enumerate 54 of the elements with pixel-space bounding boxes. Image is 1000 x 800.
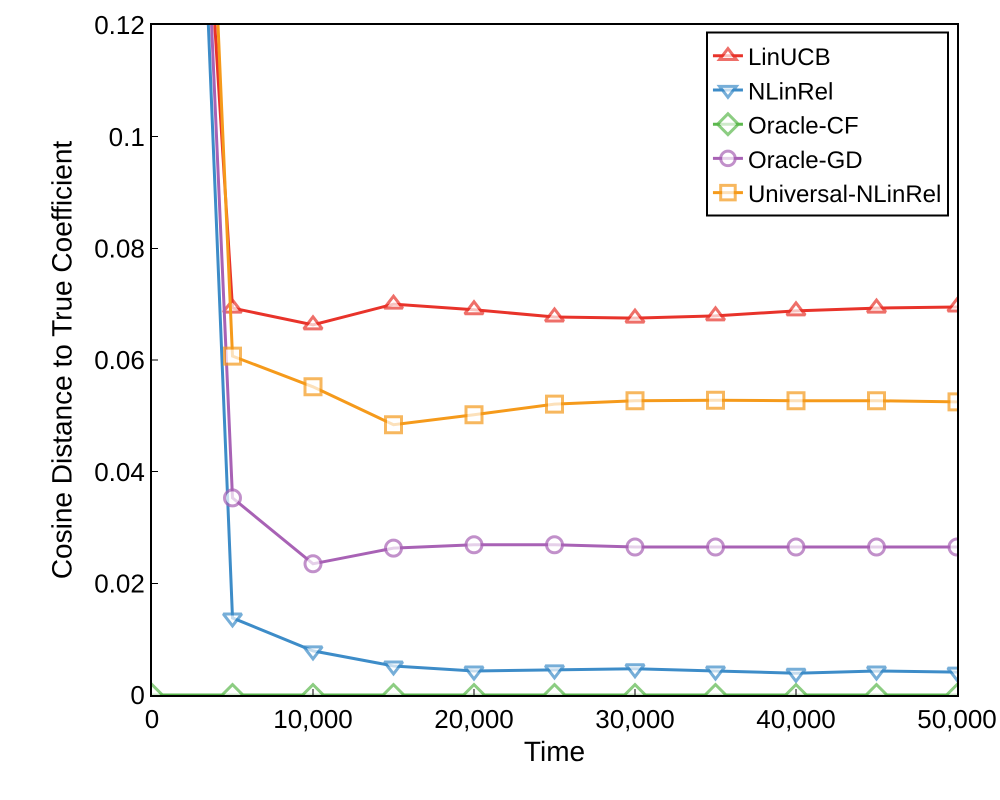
x-tick-label: 40,000 — [756, 704, 836, 734]
point — [704, 665, 726, 680]
legend-label: Oracle-GD — [748, 146, 863, 174]
point — [304, 554, 322, 574]
point — [382, 294, 404, 310]
point — [302, 315, 324, 330]
legend-label: LinUCB — [748, 44, 831, 72]
y-tick-label: 0.1 — [108, 122, 145, 152]
point — [302, 645, 324, 660]
point — [223, 346, 242, 366]
x-axis-title: Time — [524, 736, 586, 767]
point — [867, 538, 886, 557]
point — [544, 308, 566, 323]
y-tick-label: 0.02 — [94, 568, 145, 598]
point — [382, 660, 404, 676]
point — [785, 668, 807, 683]
point — [463, 300, 485, 316]
point — [866, 665, 888, 680]
point — [304, 377, 322, 396]
point — [545, 535, 564, 554]
legend-label: Oracle-CF — [748, 112, 859, 140]
point — [464, 535, 484, 554]
point — [384, 538, 403, 558]
point — [223, 488, 242, 508]
point — [384, 415, 403, 434]
point — [866, 298, 888, 314]
point — [867, 391, 886, 410]
point — [704, 306, 726, 322]
y-axis-title: Cosine Distance to True Coefficient — [46, 140, 78, 580]
point — [463, 665, 485, 680]
point — [785, 301, 807, 316]
y-tick-label: 0.06 — [94, 345, 145, 376]
x-tick-label: 30,000 — [595, 704, 675, 734]
point — [626, 391, 644, 410]
x-tick-label: 20,000 — [434, 704, 514, 734]
x-tick-label: 50,000 — [917, 704, 997, 734]
point — [545, 394, 564, 414]
point — [626, 538, 644, 557]
x-tick-label: 10,000 — [273, 704, 353, 734]
legend-label: NLinRel — [748, 78, 834, 106]
legend-label: Universal-NLinRel — [748, 180, 942, 208]
y-tick-label: 0.08 — [94, 233, 145, 264]
y-tick-label: 0 — [130, 680, 145, 710]
point — [786, 538, 806, 557]
point — [464, 405, 484, 424]
point — [624, 308, 646, 324]
point — [706, 538, 725, 557]
point — [786, 391, 806, 410]
point — [544, 664, 566, 680]
point — [706, 390, 725, 410]
y-tick-label: 0.04 — [94, 456, 145, 487]
y-tick-label: 0.12 — [94, 10, 145, 40]
point — [624, 663, 646, 678]
point — [222, 612, 244, 628]
